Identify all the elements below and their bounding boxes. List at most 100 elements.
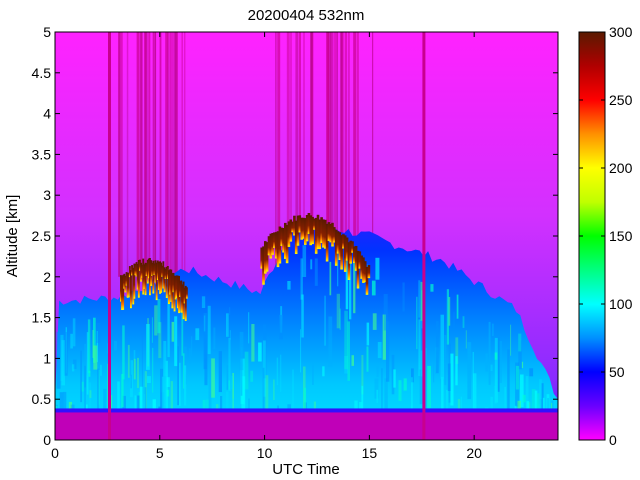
aerosol-texture [310,259,313,270]
cloud-column [153,263,156,275]
aerosol-texture [166,389,170,397]
signal-streak [310,32,313,277]
signal-streak [348,32,350,277]
signal-streak [277,32,281,277]
aerosol-texture [494,385,497,404]
signal-streak [119,32,122,277]
aerosol-texture [547,398,549,419]
cloud-column [172,272,175,293]
cloud-column [307,213,311,234]
aerosol-texture [347,321,350,381]
colorbar-tick-label: 100 [609,296,633,312]
aerosol-texture [337,251,339,287]
cloud-column [269,233,273,259]
cloud-column [159,261,161,294]
cloud-column [123,273,126,289]
y-tick-label: 4 [43,106,51,122]
signal-streak [136,32,140,277]
aerosol-texture [383,294,388,331]
signal-streak [184,32,186,277]
aerosol-texture [183,353,185,389]
cloud-column [174,275,177,300]
aerosol-texture [232,398,234,414]
cloud-column [140,262,142,282]
cloud-column [358,251,362,269]
cloud-column [302,217,305,239]
signal-streak [167,32,169,277]
aerosol-texture [64,332,68,376]
aerosol-texture [191,336,193,356]
cloud-column [343,235,347,272]
signal-streak [356,32,359,277]
cloud-column [333,227,336,243]
aerosol-texture [420,350,423,377]
aerosol-texture [386,321,390,382]
aerosol-texture [228,380,230,390]
signal-streak [169,32,171,277]
cloud-column [353,246,356,263]
cloud-column [345,237,349,261]
aerosol-texture [229,330,231,340]
signal-streak [340,32,343,277]
aerosol-texture [473,373,477,415]
aerosol-texture [122,325,125,380]
cloud-column [165,266,168,298]
aerosol-texture [455,337,459,365]
aerosol-texture [134,395,137,421]
cloud-column [150,260,153,286]
cloud-column [356,250,360,289]
aerosol-texture [336,293,340,329]
cloud-column [260,247,263,269]
signal-streak [140,32,142,277]
signal-streak [334,32,337,277]
cloud-column [264,241,267,274]
aerosol-texture [322,366,325,377]
cloud-column [262,246,265,285]
aerosol-texture [204,332,208,386]
aerosol-texture [84,365,86,423]
aerosol-texture [121,374,124,407]
aerosol-texture [520,374,524,407]
cloud-column [180,280,183,313]
cloud-column [177,275,179,309]
cloud-column [267,236,271,256]
cloud-column [347,242,351,280]
cloud-column [184,285,187,321]
cloud-column [318,219,322,250]
aerosol-texture [61,340,65,386]
cloud-column [362,257,365,283]
y-tick-label: 2 [43,269,51,285]
signal-streak [149,32,151,277]
cloud-column [316,214,320,249]
signal-streak [286,32,290,277]
aerosol-texture [344,356,348,374]
aerosol-texture [56,331,61,389]
aerosol-texture [231,375,233,389]
aerosol-texture [171,321,175,342]
aerosol-texture [81,381,84,392]
aerosol-texture [494,352,498,360]
aerosol-texture [435,347,439,374]
aerosol-texture [72,318,76,347]
cloud-column [137,260,140,298]
cloud-column [170,269,173,302]
aerosol-texture [160,368,164,409]
cloud-layers [120,213,371,321]
aerosol-texture [361,355,364,395]
aerosol-texture [371,280,376,296]
aerosol-texture [447,363,451,391]
aerosol-texture [71,364,75,372]
aerosol-texture [328,316,333,367]
signal-streak [303,32,305,277]
aerosol-texture [312,363,314,385]
aerosol-texture [507,349,510,410]
y-tick-label: 2.5 [32,228,52,244]
cloud-column [147,258,150,279]
y-axis-label: Altitude [km] [4,195,21,278]
aerosol-texture [403,378,407,391]
signal-streak [118,32,120,277]
aerosol-texture [93,317,96,363]
cloud-column [284,222,287,259]
cloud-column [121,276,123,310]
cloud-column [155,262,158,301]
